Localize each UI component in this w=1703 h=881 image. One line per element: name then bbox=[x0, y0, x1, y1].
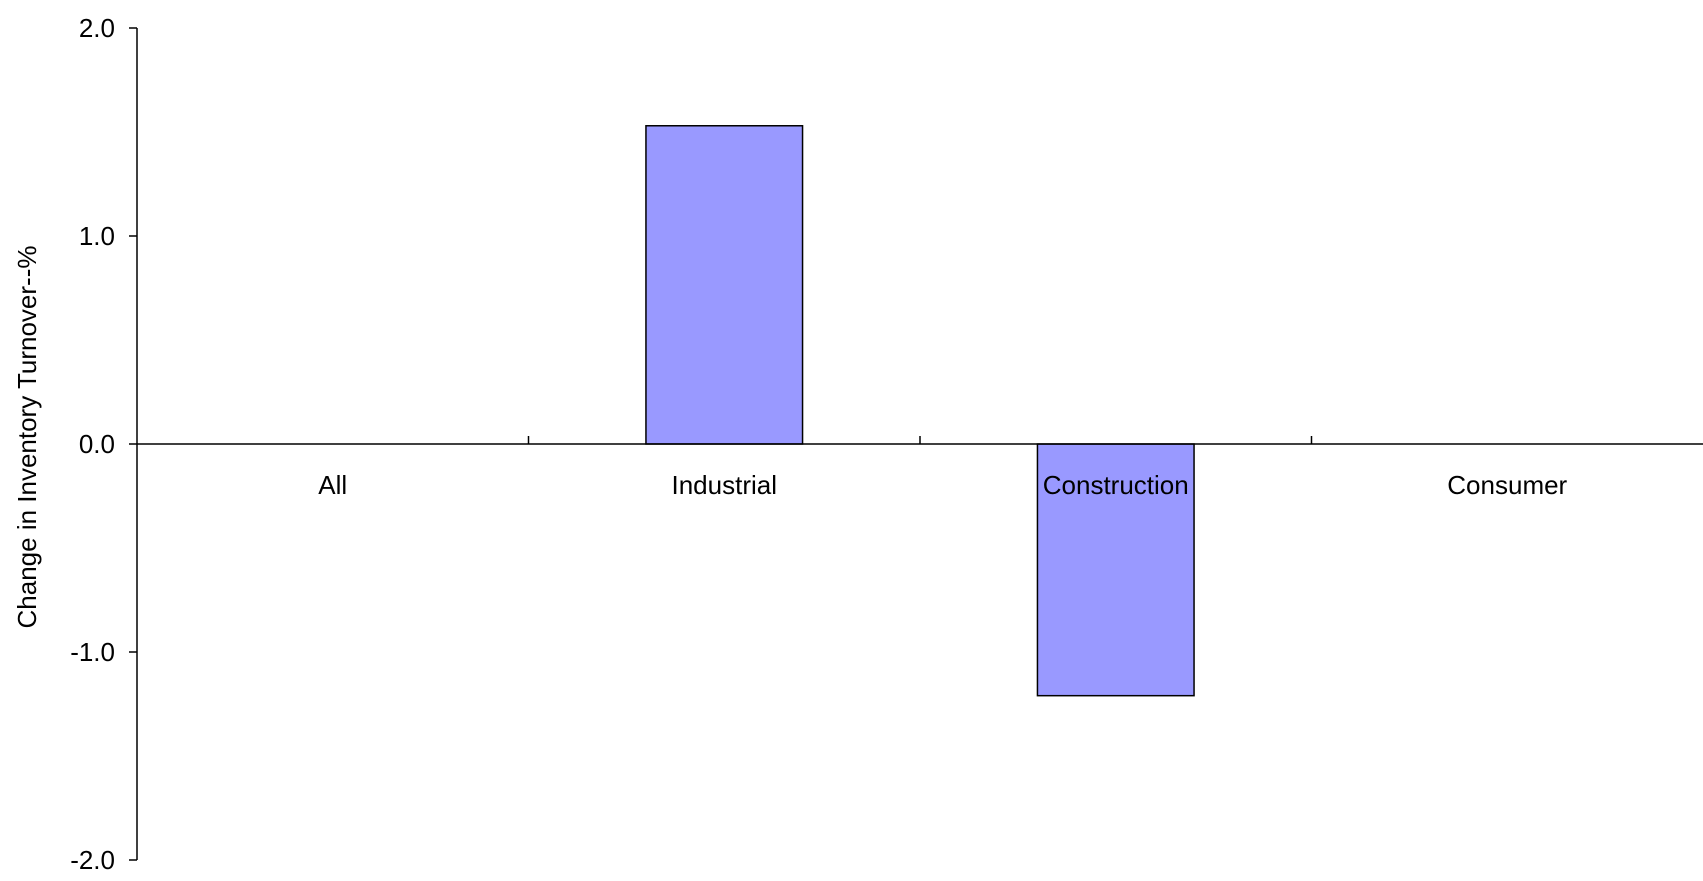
axes-layer bbox=[129, 27, 1703, 861]
y-tick-label: -2.0 bbox=[70, 845, 115, 875]
x-category-label: Consumer bbox=[1447, 470, 1567, 500]
y-tick-label: 1.0 bbox=[79, 221, 115, 251]
labels-layer: 2.0 1.0 0.0 -1.0 -2.0 All Industrial Constructi… bbox=[70, 13, 1567, 875]
y-axis-title-group: Change in Inventory Turnover--% bbox=[12, 246, 42, 629]
y-tick-label: -1.0 bbox=[70, 637, 115, 667]
bar-industrial bbox=[645, 125, 804, 445]
bar-construction bbox=[1036, 443, 1195, 697]
bars-layer bbox=[645, 125, 1195, 697]
y-axis-title: Change in Inventory Turnover--% bbox=[12, 246, 42, 629]
y-tick-label: 2.0 bbox=[79, 13, 115, 43]
x-category-label: Industrial bbox=[672, 470, 778, 500]
y-tick-label: 0.0 bbox=[79, 429, 115, 459]
x-category-label: Construction bbox=[1043, 470, 1189, 500]
x-category-label: All bbox=[318, 470, 347, 500]
